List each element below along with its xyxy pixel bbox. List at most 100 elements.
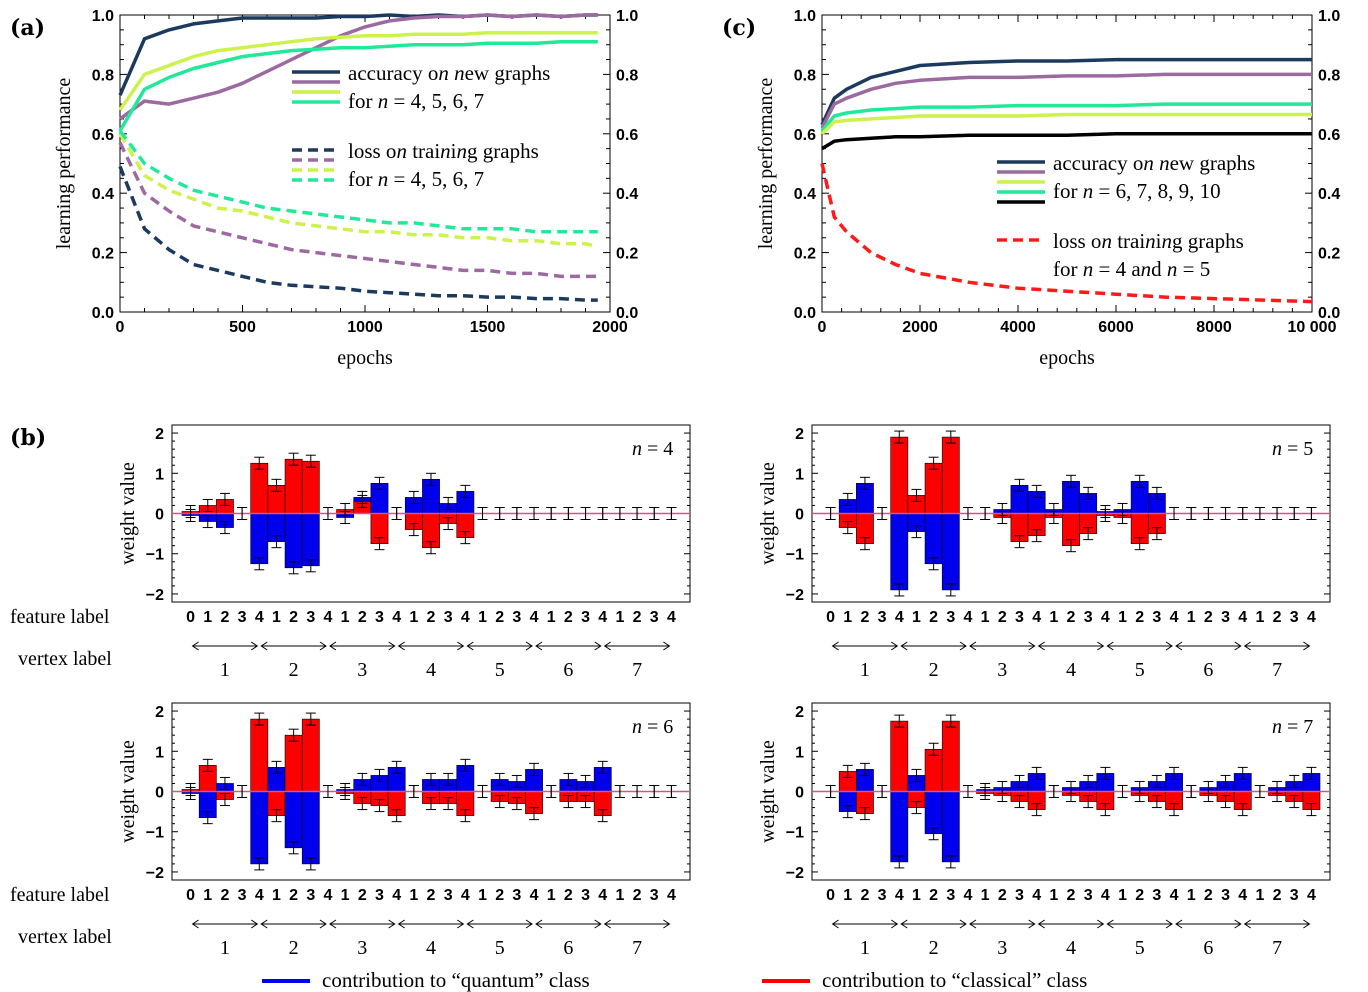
y-axis-label: learning performance — [53, 78, 75, 250]
feature-tick-label: 2 — [495, 609, 504, 626]
feature-tick-label: 3 — [878, 609, 887, 626]
y-tick-label: 2 — [155, 704, 164, 721]
arrow-head-left — [900, 641, 908, 651]
quantum-legend-text: contribution to “quantum” class — [322, 968, 590, 992]
feature-tick-label: 3 — [306, 887, 315, 904]
feature-tick-label: 4 — [255, 609, 264, 626]
arrow-head-right — [1165, 919, 1173, 929]
quantum-bar — [941, 791, 960, 863]
feature-tick-label: 2 — [358, 887, 367, 904]
feature-tick-label: 3 — [1084, 609, 1093, 626]
feature-tick-label: 2 — [220, 887, 229, 904]
feature-tick-label: 1 — [409, 887, 418, 904]
arrow-head-right — [1028, 641, 1036, 651]
feature-tick-label: 2 — [860, 887, 869, 904]
feature-tick-label: 3 — [238, 609, 247, 626]
y-axis-label: weight value — [757, 740, 779, 843]
feature-tick-label: 4 — [324, 887, 333, 904]
y-tick-label: −1 — [146, 825, 164, 842]
y-tick-label-right: 0.0 — [1318, 305, 1340, 322]
arrow-head-left — [603, 919, 612, 929]
n-label: n = 7 — [1272, 716, 1313, 738]
loss-series-line — [118, 141, 598, 279]
feature-tick-label: 4 — [598, 887, 607, 904]
feature-tick-label: 4 — [530, 609, 539, 626]
vertex-label: 2 — [929, 937, 939, 959]
y-tick-label: 1.0 — [794, 8, 816, 25]
y-tick-label: −1 — [146, 547, 164, 564]
feature-tick-label: 2 — [358, 609, 367, 626]
feature-tick-label: 4 — [392, 887, 401, 904]
vertex-label: 2 — [289, 937, 299, 959]
legend-text: for n = 6, 7, 8, 9, 10 — [1053, 179, 1221, 203]
x-axis-label: epochs — [337, 347, 393, 369]
quantum-bar — [284, 791, 303, 849]
y-tick-label-right: 0.8 — [1318, 67, 1340, 84]
y-tick-label-right: 0.2 — [1318, 246, 1340, 263]
feature-tick-label: 1 — [981, 887, 990, 904]
feature-tick-label: 1 — [843, 609, 852, 626]
arrow-head-right — [250, 919, 259, 929]
arrow-head-right — [594, 641, 602, 651]
y-tick-label: 1 — [155, 744, 164, 761]
feature-tick-label: 2 — [564, 887, 573, 904]
feature-tick-label: 3 — [878, 887, 887, 904]
accuracy-series-line — [820, 57, 1312, 126]
feature-tick-label: 1 — [1255, 887, 1264, 904]
y-tick-label: 0.4 — [92, 186, 114, 203]
y-tick-label-right: 0.4 — [1318, 186, 1340, 203]
feature-tick-label: 1 — [547, 887, 556, 904]
x-tick-label: 1000 — [347, 319, 383, 336]
feature-tick-label: 3 — [444, 887, 453, 904]
feature-tick-label: 2 — [633, 609, 642, 626]
vertex-label: 2 — [929, 659, 939, 681]
vertex-label: 4 — [426, 659, 436, 681]
y-tick-label-right: 0.2 — [616, 246, 638, 263]
accuracy-series-line — [821, 132, 1312, 151]
feature-tick-label: 1 — [615, 887, 624, 904]
quantum-bar — [941, 513, 960, 591]
feature-tick-label: 1 — [478, 887, 487, 904]
y-tick-label: −1 — [786, 547, 804, 564]
arrow-head-right — [1165, 641, 1173, 651]
loss-series-line — [118, 165, 598, 302]
feature-tick-label: 2 — [1273, 887, 1282, 904]
quantum-bar — [924, 513, 943, 565]
feature-tick-label: 4 — [1307, 609, 1316, 626]
y-tick-label: 0 — [795, 785, 804, 802]
feature-tick-label: 1 — [1049, 887, 1058, 904]
y-tick-label-right: 0.6 — [616, 127, 638, 144]
feature-tick-label: 2 — [1135, 609, 1144, 626]
loss-series-line — [820, 163, 1313, 304]
arrow-head-left — [1106, 641, 1114, 651]
feature-row-label: feature label — [10, 884, 110, 906]
feature-tick-label: 2 — [1067, 887, 1076, 904]
vertex-label: 6 — [563, 659, 573, 681]
feature-tick-label: 3 — [1290, 609, 1299, 626]
y-tick-label: 0.6 — [92, 127, 114, 144]
feature-tick-label: 4 — [964, 609, 973, 626]
feature-tick-label: 2 — [929, 887, 938, 904]
classical-legend-text: contribution to “classical” class — [822, 968, 1087, 992]
feature-tick-label: 1 — [547, 609, 556, 626]
feature-tick-label: 3 — [238, 887, 247, 904]
classical-bar — [250, 718, 269, 792]
arrow-head-right — [663, 919, 671, 929]
vertex-label: 5 — [495, 659, 505, 681]
arrow-head-right — [457, 641, 465, 651]
feature-tick-label: 4 — [1307, 887, 1316, 904]
vertex-label: 5 — [1135, 937, 1145, 959]
y-tick-label: 1 — [155, 466, 164, 483]
y-tick-label: −1 — [786, 825, 804, 842]
feature-tick-label: 3 — [512, 609, 521, 626]
x-axis-label: epochs — [1039, 347, 1095, 369]
feature-tick-label: 1 — [912, 609, 921, 626]
panel-letter: (a) — [10, 15, 45, 41]
quantum-bar — [301, 513, 320, 567]
legend-text: for n = 4, 5, 6, 7 — [348, 89, 484, 113]
feature-tick-label: 3 — [375, 887, 384, 904]
arrow-head-right — [1303, 641, 1311, 651]
legend-text: loss on training graphs — [348, 139, 539, 163]
vertex-label: 7 — [1272, 659, 1282, 681]
